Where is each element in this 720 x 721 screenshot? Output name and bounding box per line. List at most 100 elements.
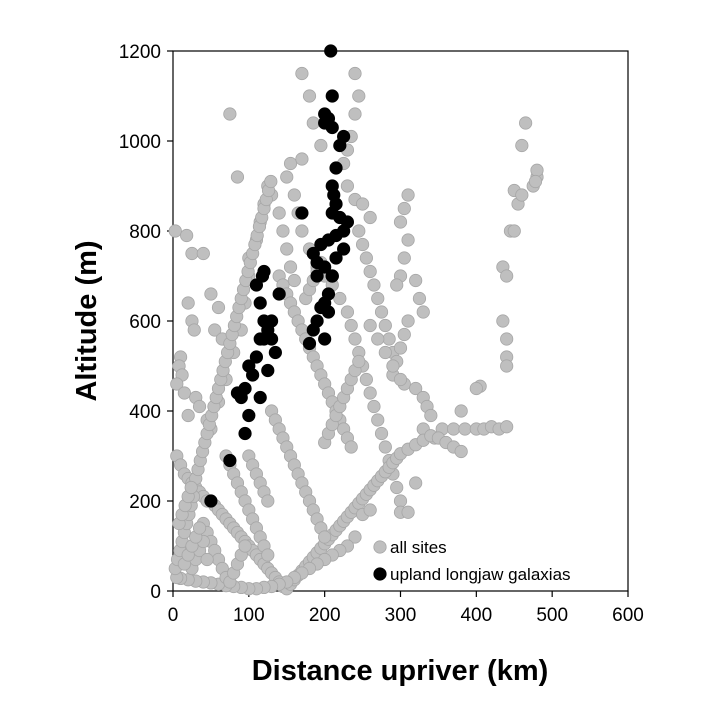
- galaxias-point: [257, 314, 271, 328]
- all-sites-point: [340, 179, 355, 193]
- all-sites-point: [344, 318, 358, 333]
- all-sites-point: [295, 224, 309, 238]
- all-sites-point: [371, 291, 385, 306]
- all-sites-point: [401, 233, 415, 247]
- all-sites-point: [340, 305, 355, 319]
- galaxias-point: [253, 296, 267, 310]
- galaxias-point: [204, 494, 218, 508]
- all-sites-point: [401, 188, 415, 202]
- galaxias-point: [264, 332, 279, 346]
- x-tick-label: 500: [536, 605, 568, 626]
- x-axis-title: Distance upriver (km): [252, 655, 549, 687]
- galaxias-point: [318, 107, 332, 121]
- galaxias-point: [321, 287, 336, 301]
- galaxias-point: [324, 44, 338, 58]
- galaxias-point: [310, 314, 324, 328]
- all-sites-point: [295, 66, 309, 81]
- galaxias-point: [253, 390, 267, 405]
- all-sites-point: [401, 314, 415, 328]
- legend-marker: [373, 540, 387, 554]
- all-sites-point: [192, 521, 207, 535]
- all-sites-point: [355, 197, 370, 211]
- all-sites-point: [500, 332, 514, 346]
- all-sites-point: [184, 480, 198, 495]
- galaxias-point: [238, 426, 252, 441]
- all-sites-point: [359, 251, 373, 265]
- all-sites-point: [393, 341, 408, 355]
- all-sites-point: [272, 206, 286, 220]
- legend: all sites upland longjaw galaxias: [373, 538, 571, 584]
- all-sites-point: [363, 264, 377, 279]
- all-sites-point: [287, 188, 301, 202]
- galaxias-point: [310, 269, 324, 283]
- all-sites-point: [378, 345, 392, 360]
- all-sites-point: [264, 174, 278, 189]
- all-sites-point: [390, 480, 404, 495]
- all-sites-point: [393, 215, 408, 229]
- all-sites-point: [412, 291, 427, 306]
- y-tick-label: 1000: [119, 132, 161, 153]
- all-sites-point: [500, 359, 514, 373]
- all-sites-point: [280, 170, 294, 184]
- galaxias-point: [249, 278, 264, 292]
- all-sites-point: [416, 305, 430, 319]
- galaxias-point: [325, 179, 339, 193]
- all-sites-point: [386, 359, 400, 373]
- all-sites-point: [170, 377, 184, 391]
- all-sites-point: [528, 174, 543, 189]
- y-axis-title: Altitude (m): [71, 240, 103, 401]
- all-sites-point: [168, 224, 182, 238]
- all-sites-point: [469, 381, 483, 396]
- all-sites-point: [348, 66, 362, 81]
- y-tick-label: 0: [150, 582, 161, 603]
- x-tick-label: 100: [233, 605, 265, 626]
- all-sites-point: [519, 116, 533, 130]
- x-tick-label: 200: [309, 605, 341, 626]
- all-sites-point: [181, 296, 195, 310]
- galaxias-point: [257, 264, 271, 279]
- x-tick-label: 300: [385, 605, 417, 626]
- galaxias-point: [249, 350, 264, 364]
- x-tick-label: 400: [460, 605, 492, 626]
- all-sites-point: [363, 210, 377, 225]
- all-sites-point: [500, 420, 514, 434]
- y-axis: 0 200 400 600 800 1000 1200: [119, 42, 173, 603]
- all-sites-point: [393, 494, 408, 508]
- data-points: [168, 44, 544, 596]
- legend-label: upland longjaw galaxias: [390, 565, 571, 584]
- all-sites-point: [283, 156, 298, 171]
- all-sites-point: [446, 422, 461, 436]
- all-sites-point: [363, 318, 377, 333]
- all-sites-point: [180, 228, 194, 243]
- all-sites-point: [261, 548, 275, 562]
- galaxias-point: [272, 287, 286, 301]
- all-sites-point: [374, 305, 389, 319]
- all-sites-point: [280, 242, 294, 256]
- all-sites-point: [507, 224, 521, 238]
- all-sites-point: [397, 251, 411, 265]
- all-sites-point: [283, 260, 298, 274]
- all-sites-point: [348, 332, 362, 346]
- all-sites-point: [367, 278, 381, 292]
- galaxias-point: [268, 345, 282, 360]
- all-sites-point: [352, 354, 366, 369]
- all-sites-point: [530, 163, 544, 177]
- all-sites-point: [192, 399, 207, 414]
- galaxias-point: [325, 269, 339, 283]
- galaxias-point: [329, 161, 343, 175]
- all-sites-point: [371, 413, 385, 427]
- galaxias-point: [325, 89, 339, 103]
- galaxias-point: [238, 381, 252, 396]
- all-sites-point: [352, 224, 366, 238]
- all-sites-point: [397, 201, 411, 216]
- all-sites-point: [302, 89, 317, 103]
- all-sites-point: [401, 505, 415, 519]
- all-sites-point: [348, 530, 362, 544]
- all-sites-point: [261, 494, 275, 508]
- all-sites-point: [185, 246, 199, 261]
- all-sites-point: [397, 327, 411, 342]
- y-tick-label: 800: [129, 222, 161, 243]
- all-sites-point: [409, 381, 423, 396]
- all-sites-point: [196, 246, 210, 261]
